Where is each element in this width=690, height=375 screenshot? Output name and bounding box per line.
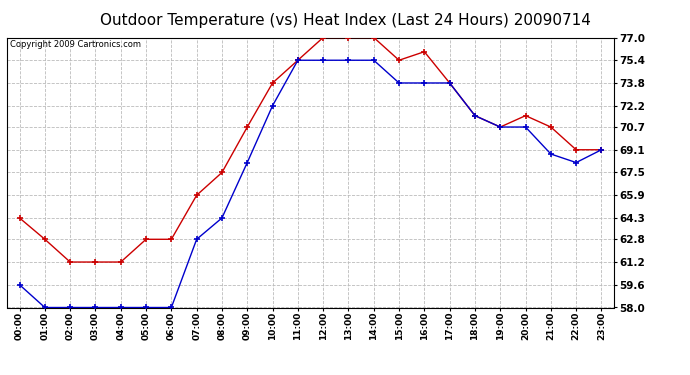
Text: Copyright 2009 Cartronics.com: Copyright 2009 Cartronics.com xyxy=(10,40,141,49)
Text: Outdoor Temperature (vs) Heat Index (Last 24 Hours) 20090714: Outdoor Temperature (vs) Heat Index (Las… xyxy=(99,13,591,28)
